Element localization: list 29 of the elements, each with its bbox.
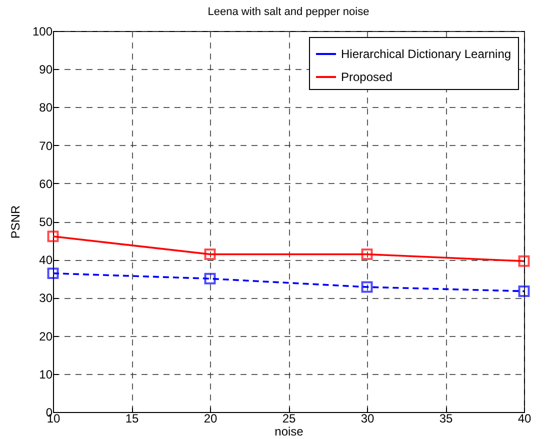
point [518,285,530,297]
x-tick-label: 25 [282,412,296,426]
y-tick-label: 50 [39,215,53,229]
legend-label: Proposed [341,70,392,84]
point [204,248,216,260]
point [204,272,216,284]
x-tick-label: 35 [439,412,453,426]
x-tick-label: 40 [518,412,532,426]
chart-title: Leena with salt and pepper noise [208,6,370,18]
x-axis-title: noise [274,424,304,438]
x-tick-label: 15 [125,412,139,426]
y-tick-label: 70 [39,138,53,153]
y-axis-title: PSNR [8,205,22,239]
point [361,248,373,260]
point [361,281,373,293]
y-tick-label: 40 [39,253,53,268]
point [47,230,59,242]
y-tick-label: 60 [39,176,53,191]
y-tick-label: 100 [32,24,53,38]
x-tick-label: 20 [204,412,218,426]
legend-label: Hierarchical Dictionary Learning [341,47,512,61]
y-tick-label: 20 [39,329,53,344]
point [47,268,59,280]
y-tick-label: 80 [39,100,53,115]
y-tick-label: 30 [39,291,53,306]
x-tick-label: 30 [360,412,374,426]
y-tick-label: 10 [39,367,53,382]
y-tick-label: 90 [39,62,53,77]
point [518,255,530,267]
